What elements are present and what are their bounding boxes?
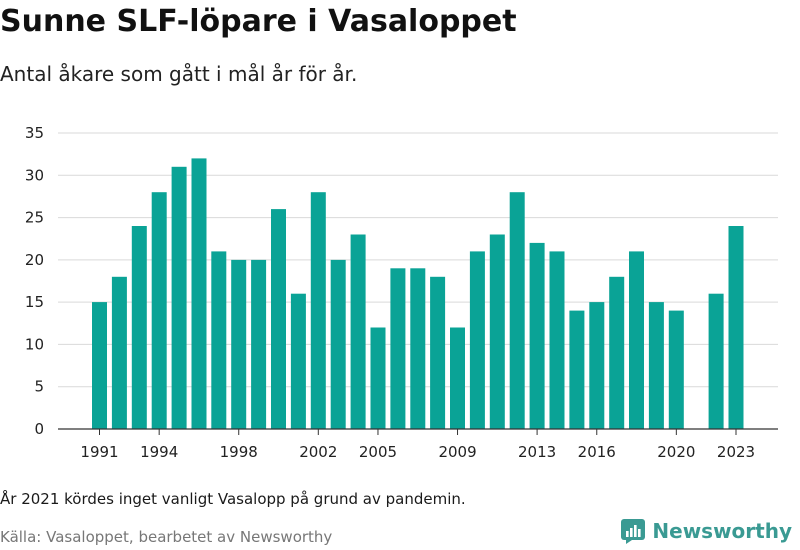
newsworthy-logo-icon <box>621 519 646 544</box>
bar <box>668 310 684 429</box>
bar <box>271 209 286 429</box>
y-tick-label: 0 <box>34 420 44 438</box>
bar <box>629 251 644 429</box>
x-tick-label: 2002 <box>299 443 337 461</box>
bar <box>410 268 426 429</box>
bar <box>370 327 386 429</box>
bar <box>131 226 147 429</box>
x-tick-label: 2005 <box>359 443 397 461</box>
bar <box>450 327 465 429</box>
source-credit: Källa: Vasaloppet, bearbetet av Newswort… <box>0 528 333 546</box>
bar <box>111 276 127 429</box>
chart-subtitle: Antal åkare som gått i mål år för år. <box>0 62 358 86</box>
bar <box>92 302 107 429</box>
bar <box>330 259 346 429</box>
bar <box>430 276 446 429</box>
bar <box>350 234 366 429</box>
x-tick-label: 2020 <box>657 443 695 461</box>
y-tick-label: 35 <box>25 124 44 142</box>
x-tick-label: 1991 <box>80 443 118 461</box>
y-tick-label: 10 <box>25 335 44 353</box>
footnote: År 2021 kördes inget vanligt Vasalopp på… <box>0 490 466 508</box>
x-tick-label: 1994 <box>140 443 178 461</box>
bar <box>211 251 227 429</box>
bar <box>589 302 605 429</box>
bar <box>609 276 625 429</box>
bar <box>509 192 525 429</box>
y-tick-label: 20 <box>25 251 44 269</box>
bar <box>171 166 187 430</box>
brand-logo[interactable]: Newsworthy <box>620 518 792 544</box>
y-tick-label: 15 <box>25 293 44 311</box>
bar <box>151 192 167 429</box>
x-tick-label: 2023 <box>717 443 755 461</box>
bar <box>708 293 724 429</box>
x-tick-label: 1998 <box>220 443 258 461</box>
bar <box>648 302 664 429</box>
x-tick-label: 2013 <box>518 443 556 461</box>
y-tick-label: 5 <box>34 378 44 396</box>
bar <box>251 259 267 429</box>
bar <box>390 268 406 429</box>
bar-chart: 0 5 10 15 20 25 30 35 1991 1994 1998 2002 2005 2009 20… <box>25 124 778 461</box>
y-tick-label: 30 <box>25 166 44 184</box>
y-tick-label: 25 <box>25 209 44 227</box>
x-tick-label: 2009 <box>438 443 476 461</box>
bar <box>310 192 326 429</box>
bar <box>489 234 505 429</box>
brand-name: Newsworthy <box>652 519 792 543</box>
bar <box>529 242 545 429</box>
chart-title: Sunne SLF-löpare i Vasaloppet <box>0 4 517 39</box>
x-tick-label: 2016 <box>578 443 616 461</box>
bar <box>469 251 485 429</box>
bar <box>191 158 207 429</box>
bar <box>549 251 565 429</box>
bar <box>231 259 247 429</box>
bar <box>290 293 306 429</box>
bar <box>728 226 744 429</box>
bar <box>569 310 585 429</box>
